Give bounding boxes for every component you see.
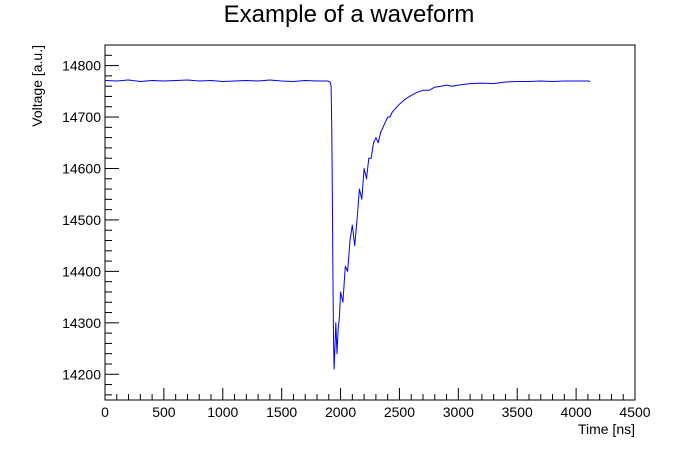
x-tick-label: 2000: [325, 404, 356, 420]
x-tick-label: 2500: [384, 404, 415, 420]
y-tick-label: 14800: [62, 58, 101, 74]
y-axis: 14200 14300 14400 14500 14600 14700 14800: [62, 44, 119, 396]
x-tick-label: 3500: [502, 404, 533, 420]
chart-title: Example of a waveform: [224, 1, 475, 28]
x-tick-label: 0: [101, 404, 109, 420]
y-axis-label: Voltage [a.u.]: [29, 45, 45, 127]
x-tick-label: 3000: [443, 404, 474, 420]
y-tick-label: 14500: [62, 212, 101, 228]
x-tick-label: 500: [152, 404, 176, 420]
x-axis-label: Time [ns]: [578, 421, 635, 437]
y-tick-label: 14400: [62, 263, 101, 279]
series-layer: [104, 79, 591, 370]
waveform-line: [104, 79, 591, 370]
y-tick-label: 14600: [62, 160, 101, 176]
y-tick-label: 14700: [62, 109, 101, 125]
x-axis: 0 500 1000 1500 2000 2500 3000 3500 4000 4500: [101, 388, 651, 420]
x-tick-label: 4000: [561, 404, 592, 420]
x-tick-label: 1000: [207, 404, 238, 420]
y-tick-label: 14300: [62, 315, 101, 331]
y-tick-label: 14200: [62, 366, 101, 382]
x-tick-label: 4500: [619, 404, 650, 420]
x-tick-label: 1500: [266, 404, 297, 420]
plot-frame: [104, 44, 636, 401]
